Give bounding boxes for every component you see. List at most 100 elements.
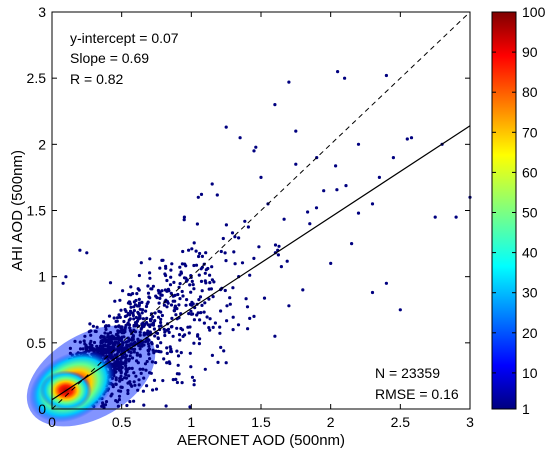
data-point [189,365,193,369]
data-point [377,175,381,179]
data-point [205,315,209,319]
data-point [106,347,110,351]
data-point [175,349,179,353]
data-point [177,333,182,337]
data-point [175,372,179,376]
data-point [156,349,160,353]
y-tick-label: 3 [38,4,46,20]
data-point [117,363,121,368]
data-point [127,359,131,363]
data-point [118,376,122,381]
data-point [142,343,146,347]
data-point [203,279,207,283]
data-point [165,351,169,355]
data-point [146,323,150,327]
data-point [106,350,110,354]
data-point [101,351,105,355]
data-point [95,348,99,352]
data-point [224,223,228,227]
data-point [94,329,98,334]
x-tick-label: 2 [327,414,335,430]
data-point [131,334,135,338]
data-point [223,251,227,255]
data-point [103,344,107,348]
data-point [109,394,113,398]
data-point [282,217,286,221]
data-point [192,263,196,268]
data-point [138,344,143,348]
data-point [81,347,85,351]
y-tick-label: 0 [38,401,46,417]
data-point [165,328,169,332]
data-point [156,336,160,341]
data-point [88,322,92,326]
data-point [127,318,131,322]
data-point [181,249,185,254]
colorbar-tick-label: 100 [522,4,546,20]
data-point [168,283,173,287]
data-point [164,264,168,268]
data-point [82,339,86,343]
data-point [142,376,146,380]
data-point [192,379,196,383]
data-point [119,360,123,364]
data-point [113,299,117,303]
data-point [184,264,188,268]
data-point [199,279,204,283]
data-point [308,222,312,226]
data-point [166,287,170,291]
data-point [228,302,232,306]
data-point [137,273,141,278]
data-point [137,304,141,308]
data-point [89,333,93,337]
data-point [165,278,169,283]
y-tick-label: 1.5 [27,203,47,219]
data-point [146,348,150,352]
data-point [159,320,163,325]
data-point [405,137,409,141]
data-point [108,331,113,335]
data-point [175,307,179,311]
data-point [140,311,144,315]
data-point [192,241,196,245]
data-point [116,334,120,338]
data-point [248,316,252,320]
data-point [131,337,135,341]
data-point [163,330,167,334]
data-point [135,351,139,355]
data-point [156,315,161,319]
data-point [191,302,195,306]
data-point [101,320,106,324]
y-tick-label: 0.5 [27,335,47,351]
colorbar-tick-label: 70 [522,124,538,140]
data-point [142,324,146,328]
data-point [127,323,132,327]
data-point [144,309,148,313]
data-point [165,305,169,309]
data-point [123,326,127,330]
data-point [208,281,212,285]
data-point [145,384,149,388]
data-point [152,378,157,382]
data-point [175,326,179,330]
data-point [172,280,176,284]
data-point [134,315,138,320]
data-point [92,340,97,345]
annotation-rmse: RMSE = 0.16 [375,386,459,402]
y-tick-label: 1 [38,269,46,285]
data-point [119,370,123,374]
data-point [117,313,121,317]
data-point [276,253,280,257]
annotation-r: R = 0.82 [70,71,124,87]
data-point [124,354,129,358]
data-point [175,380,179,385]
data-point [294,162,298,166]
data-point [334,164,338,168]
data-point [163,288,167,292]
data-point [128,313,132,317]
data-point [123,314,127,319]
data-point [230,231,235,235]
data-point [78,347,83,351]
data-point [117,394,122,398]
data-point [115,352,119,356]
